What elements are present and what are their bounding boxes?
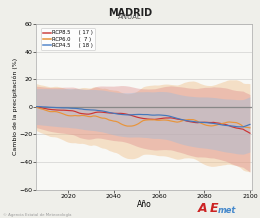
- Text: E: E: [209, 202, 218, 215]
- Text: A: A: [198, 202, 207, 215]
- Text: © Agencia Estatal de Meteorología: © Agencia Estatal de Meteorología: [3, 213, 71, 217]
- Text: MADRID: MADRID: [108, 8, 152, 18]
- Text: ANUAL: ANUAL: [118, 14, 142, 20]
- Legend: RCP8.5     ( 17 ), RCP6.0     (  7 ), RCP4.5     ( 18 ): RCP8.5 ( 17 ), RCP6.0 ( 7 ), RCP4.5 ( 18…: [41, 28, 95, 50]
- Y-axis label: Cambio de la precipitación (%): Cambio de la precipitación (%): [12, 58, 18, 155]
- Text: met: met: [218, 206, 236, 215]
- X-axis label: Año: Año: [137, 200, 152, 209]
